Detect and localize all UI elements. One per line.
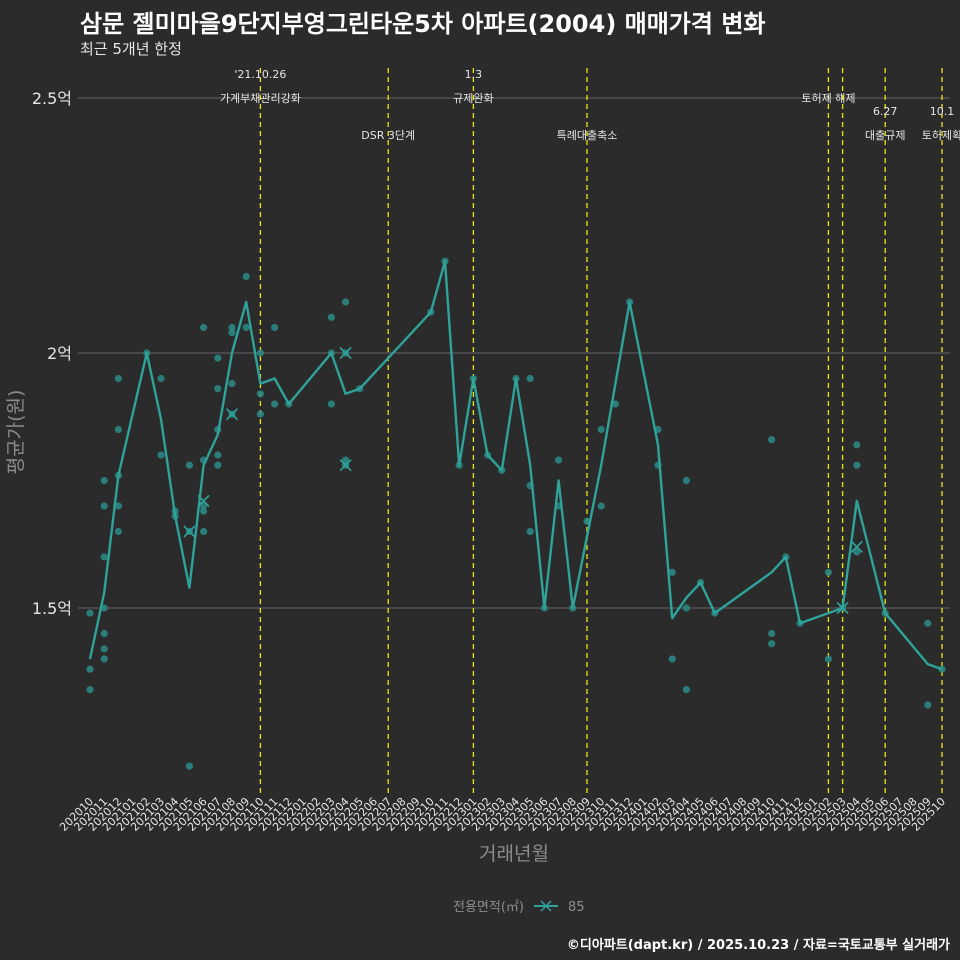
data-point <box>256 390 264 398</box>
data-point <box>200 527 208 536</box>
y-tick-label: 2.5억 <box>32 89 72 108</box>
data-point <box>342 298 350 306</box>
data-point <box>668 655 676 663</box>
event-date-label: '21.10.26 <box>234 68 286 81</box>
data-point <box>100 629 108 638</box>
cross-marker <box>197 494 210 507</box>
data-point <box>597 425 605 434</box>
data-point <box>853 461 861 469</box>
data-point <box>256 410 264 418</box>
data-point <box>114 425 122 434</box>
data-point <box>100 476 108 485</box>
event-label: 규제완화 <box>453 92 493 105</box>
event-date-label: 1.3 <box>465 68 483 81</box>
x-axis-title: 거래년월 <box>479 843 549 865</box>
data-point <box>611 400 620 408</box>
data-point <box>200 323 208 332</box>
average-price-line <box>88 260 943 671</box>
data-point <box>100 655 108 663</box>
cross-marker <box>836 601 849 615</box>
event-date-label: 10.1 <box>930 105 955 118</box>
data-point <box>228 329 236 337</box>
data-point <box>768 640 776 648</box>
data-point <box>668 568 676 576</box>
data-point <box>327 400 335 408</box>
cross-marker <box>339 346 352 360</box>
grid-layer <box>78 97 950 609</box>
event-label: 토허제 해제 <box>801 91 855 105</box>
data-point <box>526 527 534 536</box>
data-point <box>214 461 222 469</box>
y-axis: 1.5억 2억 2.5억 <box>32 89 72 618</box>
legend-label: 85 <box>568 900 585 915</box>
data-point <box>327 313 335 321</box>
data-point <box>824 655 833 663</box>
data-point <box>114 527 122 536</box>
data-point <box>682 476 691 485</box>
transaction-points <box>86 257 946 770</box>
cross-marker <box>850 540 863 553</box>
data-point <box>114 502 122 510</box>
data-point <box>824 568 833 576</box>
data-point <box>100 645 108 653</box>
chart-subtitle: 최근 5개년 한정 <box>80 40 182 58</box>
event-label: 토허제확 <box>922 129 960 142</box>
y-axis-title: 평균가(원) <box>5 390 27 475</box>
data-point <box>86 665 94 673</box>
event-date-label: 6.27 <box>873 105 898 118</box>
data-point <box>853 548 861 556</box>
data-point <box>114 374 122 383</box>
data-point <box>100 502 108 510</box>
legend: 전용면적(㎡) 85 <box>453 900 585 915</box>
data-point <box>853 441 861 449</box>
data-point <box>214 451 222 459</box>
data-point <box>214 354 222 362</box>
data-point <box>86 609 94 617</box>
event-label: 대출규제 <box>865 129 905 142</box>
data-point <box>682 604 691 612</box>
data-point <box>526 374 534 383</box>
data-point <box>214 385 222 393</box>
cross-marker <box>225 408 239 421</box>
data-point <box>256 349 264 357</box>
y-tick-label: 1.5억 <box>32 599 72 618</box>
data-point <box>157 451 165 459</box>
price-series-line <box>88 260 943 671</box>
data-point <box>86 686 94 694</box>
data-point <box>768 436 776 444</box>
data-point <box>597 502 605 510</box>
data-point <box>200 502 208 510</box>
data-point <box>242 272 250 281</box>
data-point <box>157 374 165 383</box>
event-label: DSR 3단계 <box>361 129 415 142</box>
cross-marker <box>339 459 352 472</box>
data-point <box>768 629 776 638</box>
data-point <box>228 380 236 388</box>
y-tick-label: 2억 <box>47 344 72 363</box>
data-point <box>200 507 208 515</box>
data-point <box>271 400 279 408</box>
data-point <box>185 762 193 770</box>
cancelled-transactions <box>183 346 863 615</box>
legend-title: 전용면적(㎡) <box>453 900 524 915</box>
chart-title: 삼문 젤미마을9단지부영그린타운5차 아파트(2004) 매매가격 변화 <box>80 10 766 38</box>
data-point <box>100 553 108 561</box>
data-point <box>924 701 932 709</box>
data-point <box>924 619 932 627</box>
data-point <box>682 686 691 694</box>
data-point <box>228 323 236 332</box>
data-point <box>242 323 250 332</box>
data-point <box>555 456 563 464</box>
legend-cross-swatch <box>540 900 552 912</box>
data-point <box>342 456 350 464</box>
event-label: 특례대출축소 <box>557 129 618 142</box>
data-point <box>185 461 193 469</box>
source-caption: ©디아파트(dapt.kr) / 2025.10.23 / 자료=국토교통부 실… <box>566 938 950 953</box>
cross-marker <box>183 525 196 538</box>
event-label: 가계부채관리강화 <box>220 92 301 105</box>
data-point <box>271 323 279 332</box>
x-axis: 2020102020112020122021012021022021032021… <box>57 795 948 834</box>
